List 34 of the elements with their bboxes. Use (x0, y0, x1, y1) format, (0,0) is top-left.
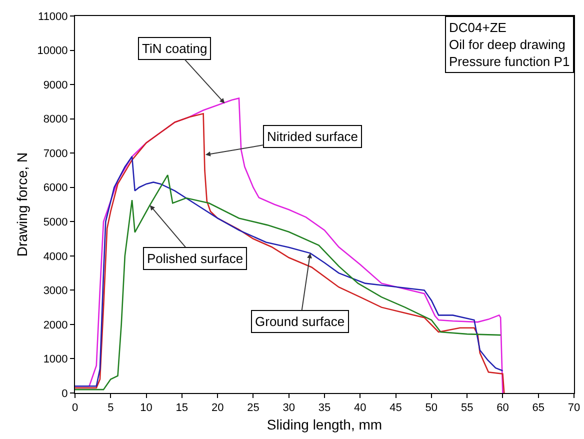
x-tick-label: 10 (140, 402, 152, 414)
y-tick-label: 6000 (43, 182, 68, 194)
x-tick-label: 40 (354, 402, 366, 414)
x-tick-label: 65 (532, 402, 544, 414)
x-tick-label: 25 (247, 402, 260, 414)
y-tick-label: 11000 (38, 10, 68, 23)
y-tick-label: 0 (62, 388, 68, 400)
y-tick-label: 10000 (37, 45, 68, 58)
x-tick-label: 30 (282, 402, 295, 414)
annotation: Polished surface (147, 251, 244, 266)
y-tick-label: 3000 (43, 285, 68, 298)
x-tick-label: 50 (425, 402, 438, 414)
x-axis-title: Sliding length, mm (266, 416, 382, 432)
y-tick-label: 8000 (43, 114, 68, 126)
x-tick-label: 20 (211, 402, 224, 414)
y-tick-label: 7000 (43, 148, 68, 160)
x-tick-label: 70 (568, 402, 580, 414)
annotation: Ground surface (255, 314, 345, 329)
x-tick-label: 15 (176, 402, 188, 414)
x-tick-label: 55 (460, 402, 474, 414)
x-tick-label: 45 (390, 402, 402, 414)
annotation: Nitrided surface (267, 129, 358, 144)
annotation: TiN coating (142, 41, 208, 56)
y-tick-label: 9000 (43, 79, 68, 92)
y-tick-label: 1000 (43, 354, 68, 366)
y-tick-label: 2000 (43, 319, 68, 332)
y-tick-label: 4000 (43, 250, 68, 263)
x-tick-label: 35 (318, 402, 331, 414)
x-tick-label: 0 (72, 402, 78, 414)
x-tick-label: 60 (496, 402, 509, 414)
x-tick-label: 5 (108, 402, 114, 414)
annotation: DC04+ZE Oil for deep drawing Pressure function P1 (449, 20, 570, 69)
y-axis-title: Drawing force, N (14, 152, 30, 257)
y-tick-label: 5000 (43, 216, 68, 228)
